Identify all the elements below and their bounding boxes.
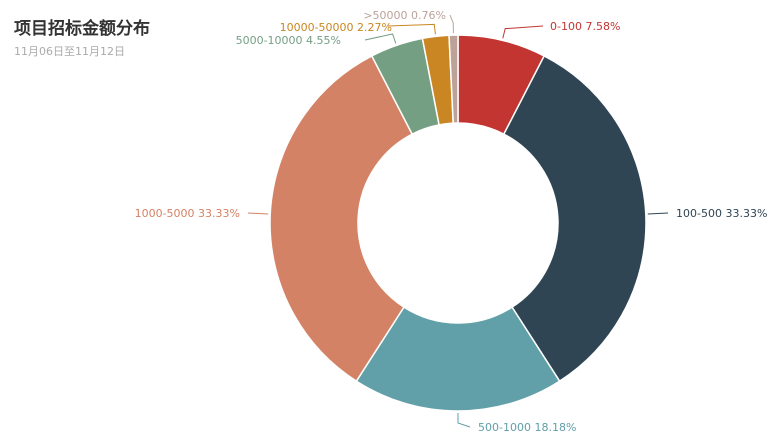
pie-slice-100-500[interactable] [502,54,647,383]
slice-label: 0-100 7.58% [550,20,620,33]
pie-slice-1000-5000[interactable] [269,54,414,383]
slice-label: 5000-10000 4.55% [236,34,341,47]
slice-label: 100-500 33.33% [676,207,767,220]
chart-title: 项目招标金额分布 [14,19,150,39]
pie-slice-500-1000[interactable] [355,306,561,412]
label-leader-line [387,23,436,35]
slice-label: >50000 0.76% [363,9,446,22]
slice-label: 1000-5000 33.33% [135,207,240,220]
chart-subtitle: 11月06日至11月12日 [14,45,125,58]
slice-label: 10000-50000 2.27% [280,21,392,34]
label-leader-line [364,33,397,44]
label-leader-line [647,212,669,215]
label-leader-line [502,25,544,39]
label-leader-line [247,212,269,215]
label-leader-line [449,14,454,34]
slice-label: 500-1000 18.18% [478,421,576,434]
pie-slice-50000[interactable] [448,34,459,124]
label-leader-line [457,413,471,428]
